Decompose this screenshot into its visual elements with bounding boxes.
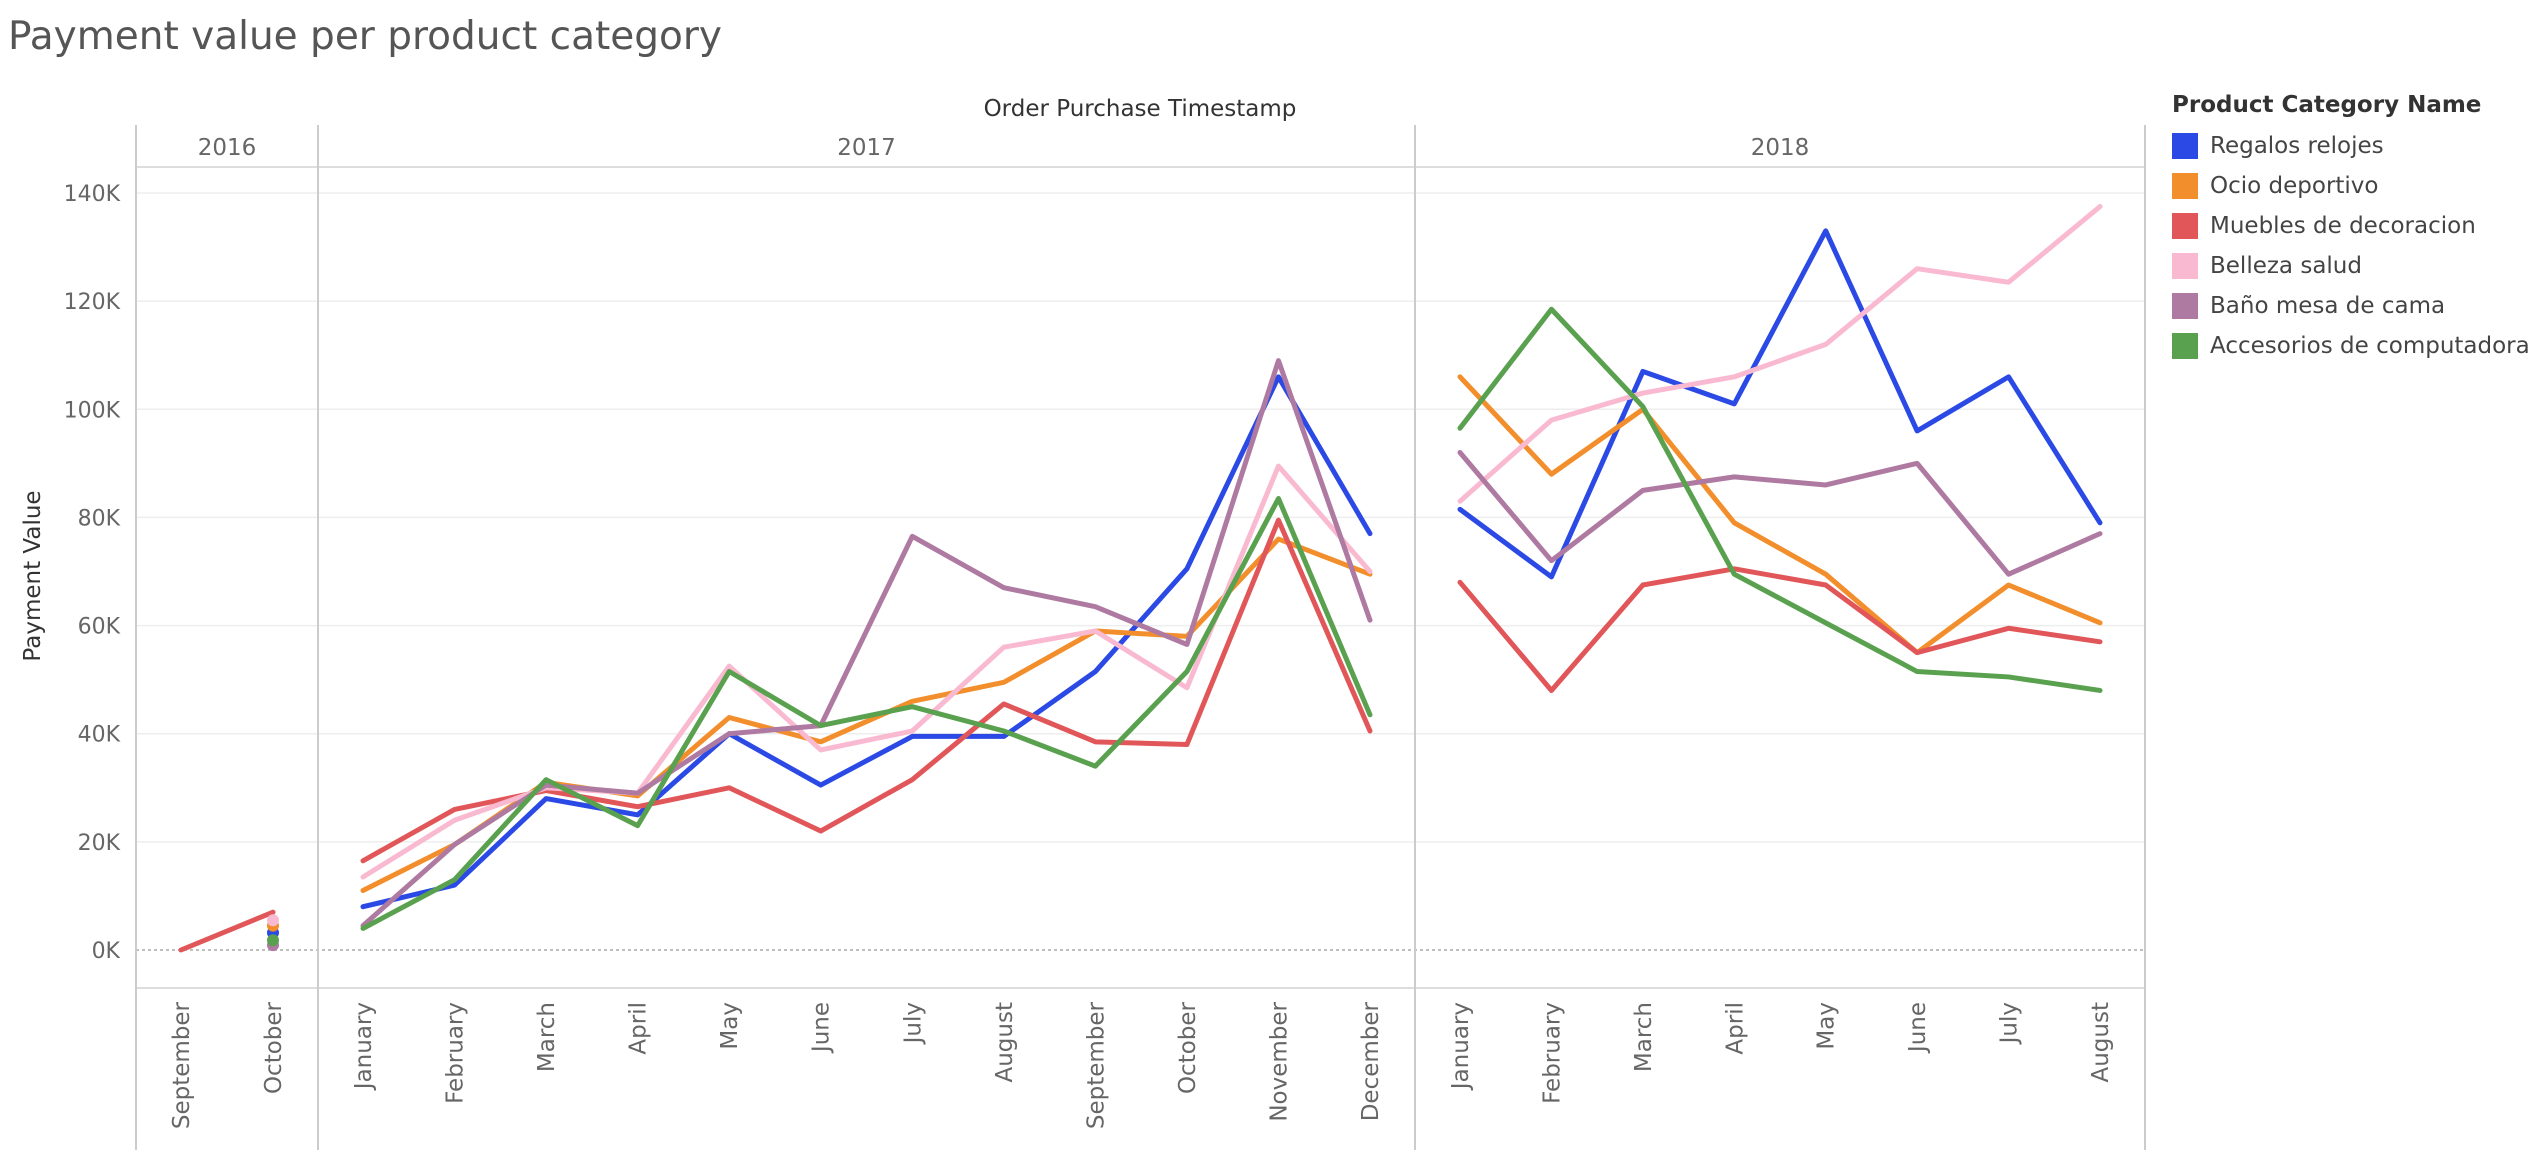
- legend-label: Regalos relojes: [2210, 133, 2384, 159]
- legend-items: Regalos relojes Ocio deportivo Muebles de …: [2172, 126, 2530, 366]
- legend-item[interactable]: Belleza salud: [2172, 246, 2530, 286]
- month-label: March: [1631, 1002, 1657, 1072]
- legend-swatch: [2172, 253, 2198, 279]
- series-line: [360, 358, 1373, 929]
- series-point: [267, 914, 279, 927]
- month-label: February: [443, 1002, 469, 1104]
- series-line: [1457, 450, 2103, 577]
- legend-label: Accesorios de computadora: [2210, 333, 2530, 359]
- month-label: June: [1905, 1002, 1931, 1054]
- y-tick-label: 40K: [78, 723, 121, 748]
- y-tick-label: 0K: [92, 939, 121, 964]
- axis-labels: 0K 20K 40K 60K 80K 100K 120K 140K Order Purchase…: [20, 96, 2114, 1129]
- legend-swatch: [2172, 213, 2198, 239]
- legend-swatch: [2172, 293, 2198, 319]
- legend: Product Category Name Regalos relojes Oci…: [2172, 92, 2530, 366]
- series-line: [1457, 228, 2103, 580]
- legend-item[interactable]: Baño mesa de cama: [2172, 286, 2530, 326]
- legend-item[interactable]: Accesorios de computadora: [2172, 326, 2530, 366]
- y-tick-label: 20K: [78, 831, 121, 856]
- month-label: March: [534, 1002, 560, 1072]
- month-label: September: [1083, 1001, 1109, 1129]
- month-label: April: [1722, 1002, 1748, 1055]
- legend-item[interactable]: Regalos relojes: [2172, 126, 2530, 166]
- legend-swatch: [2172, 173, 2198, 199]
- series-lines: [178, 204, 2103, 953]
- month-label: July: [1997, 1002, 2023, 1045]
- legend-label: Muebles de decoracion: [2210, 213, 2476, 239]
- series-line: [360, 517, 1373, 864]
- year-header: 2017: [837, 135, 896, 161]
- series-line: [360, 374, 1373, 910]
- month-label: February: [1539, 1002, 1565, 1104]
- gridlines: [136, 192, 2145, 951]
- month-label: June: [809, 1002, 835, 1054]
- month-label: September: [169, 1001, 195, 1129]
- year-header: 2016: [198, 135, 257, 161]
- month-label: October: [1175, 1001, 1201, 1094]
- series-line: [178, 909, 276, 953]
- chart-frame: [135, 125, 2146, 1150]
- line-chart: 0K 20K 40K 60K 80K 100K 120K 140K Order Purchase…: [20, 96, 2146, 1150]
- month-label: April: [626, 1002, 652, 1055]
- month-label: July: [900, 1002, 926, 1045]
- y-tick-label: 100K: [64, 398, 121, 423]
- legend-item[interactable]: Ocio deportivo: [2172, 166, 2530, 206]
- month-label: November: [1266, 1001, 1292, 1121]
- month-label: August: [992, 1002, 1018, 1083]
- month-label: January: [351, 1002, 377, 1091]
- legend-item[interactable]: Muebles de decoracion: [2172, 206, 2530, 246]
- month-label: May: [1814, 1002, 1840, 1050]
- month-label: August: [2088, 1002, 2114, 1083]
- month-label: October: [261, 1001, 287, 1094]
- series-line: [1457, 204, 2103, 504]
- legend-swatch: [2172, 133, 2198, 159]
- legend-label: Belleza salud: [2210, 253, 2362, 279]
- month-label: May: [717, 1002, 743, 1050]
- y-tick-label: 140K: [64, 182, 121, 207]
- y-tick-label: 80K: [78, 506, 121, 531]
- legend-label: Ocio deportivo: [2210, 173, 2379, 199]
- legend-swatch: [2172, 333, 2198, 359]
- chart-title: Payment value per product category: [8, 14, 722, 59]
- legend-title: Product Category Name: [2172, 92, 2482, 118]
- y-tick-label: 60K: [78, 615, 121, 640]
- month-label: December: [1358, 1001, 1384, 1121]
- series-point: [267, 934, 279, 947]
- y-axis-title: Payment Value: [20, 490, 46, 661]
- y-tick-label: 120K: [64, 290, 121, 315]
- x-axis-title: Order Purchase Timestamp: [984, 96, 1297, 122]
- series-line: [1457, 306, 2103, 693]
- legend-label: Baño mesa de cama: [2210, 293, 2446, 319]
- series-line: [1457, 374, 2103, 656]
- series-line: [360, 496, 1373, 931]
- series-line: [1457, 566, 2103, 693]
- year-header: 2018: [1751, 135, 1810, 161]
- month-label: January: [1448, 1002, 1474, 1091]
